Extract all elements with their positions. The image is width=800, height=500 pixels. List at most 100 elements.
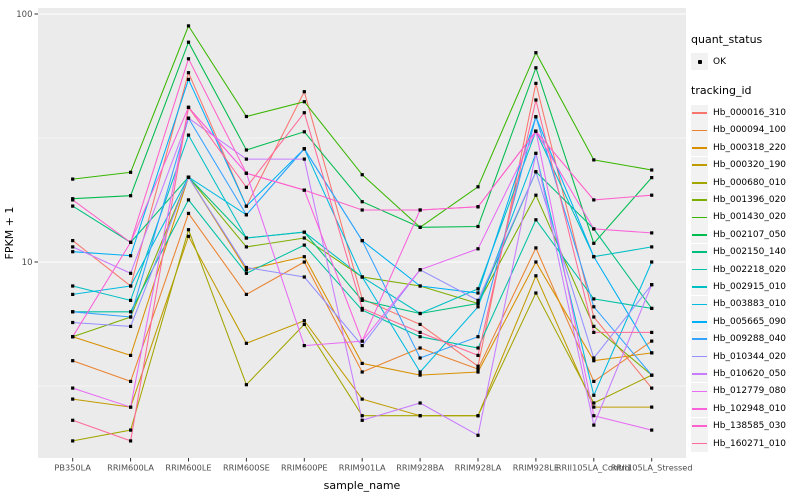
legend-key-swatch [691, 121, 708, 139]
data-point [650, 245, 654, 249]
data-point [302, 243, 306, 247]
data-point [534, 291, 538, 295]
data-point [534, 151, 538, 155]
data-point [244, 171, 248, 175]
data-point [186, 116, 191, 120]
data-point [650, 283, 654, 287]
data-point [129, 170, 133, 174]
data-point [71, 320, 75, 325]
legend-item-Hb_138585_030: Hb_138585_030 [691, 417, 799, 435]
data-point [418, 284, 422, 288]
data-point [71, 245, 75, 249]
data-point [650, 306, 654, 310]
data-point [534, 193, 538, 197]
data-point [129, 310, 133, 314]
data-point [360, 306, 364, 310]
x-tick-label-RRIM600PE: RRIM600PE [281, 463, 328, 473]
x-tick-label-RRIM600LE: RRIM600LE [165, 463, 211, 473]
data-point [244, 271, 248, 275]
data-point [302, 275, 306, 279]
data-point [534, 51, 538, 55]
data-point [534, 218, 538, 222]
legend-key-swatch [691, 139, 708, 157]
data-point [476, 433, 480, 437]
data-point [71, 418, 75, 422]
data-point [302, 147, 306, 151]
data-point [418, 414, 422, 418]
data-point [418, 370, 422, 374]
legend-line-icon [692, 164, 707, 167]
legend-line-icon [692, 338, 707, 341]
data-point [360, 361, 364, 365]
legend-label: Hb_000318_220 [713, 142, 787, 153]
data-point [129, 405, 133, 409]
x-tick-label-RRII105LA_Stressed: RRII105LA_Stressed [611, 463, 693, 473]
legend-line-icon [692, 216, 707, 219]
data-point [592, 305, 596, 309]
legend-item-Hb_000094_100: Hb_000094_100 [691, 121, 799, 139]
legend-item-Hb_000320_190: Hb_000320_190 [691, 156, 799, 174]
data-point [186, 71, 191, 75]
data-point [650, 405, 654, 409]
data-point [418, 335, 422, 339]
data-point [650, 428, 654, 432]
data-point [71, 397, 75, 401]
legend-label: Hb_002915_010 [713, 281, 787, 292]
legend-key-swatch [691, 330, 708, 348]
legend-tracking-entries: Hb_000016_310 Hb_000094_100 Hb_000318_220 H… [691, 104, 799, 452]
data-point [360, 173, 364, 177]
legend-item-Hb_002107_050: Hb_002107_050 [691, 226, 799, 244]
data-point [129, 439, 133, 443]
data-point [360, 298, 364, 302]
data-point [302, 100, 306, 104]
data-point [360, 370, 364, 374]
data-point [302, 236, 306, 240]
data-point [186, 77, 191, 81]
data-point [360, 339, 364, 343]
x-tick-label-RRIM901LA: RRIM901LA [339, 463, 386, 473]
data-point [71, 250, 75, 254]
legend-line-icon [692, 129, 707, 132]
legend-line-icon [692, 147, 707, 149]
data-point [71, 439, 75, 443]
data-point [592, 359, 596, 363]
data-point [71, 386, 75, 390]
data-point [592, 324, 596, 328]
data-point [244, 213, 248, 217]
data-point [71, 359, 75, 363]
legend-label: Hb_001430_020 [713, 212, 787, 223]
data-point [650, 330, 654, 334]
data-point [244, 268, 248, 272]
legend-line-icon [692, 268, 707, 271]
data-point [302, 188, 306, 192]
x-tick-label-RRIM600SE: RRIM600SE [223, 463, 270, 473]
data-point [476, 298, 480, 302]
legend-line-icon [692, 251, 707, 254]
data-point [244, 265, 248, 270]
data-point [302, 319, 306, 323]
data-point [650, 339, 654, 343]
data-point [592, 315, 596, 319]
data-point [129, 271, 133, 275]
legend-key-swatch [691, 348, 708, 366]
legend-label: Hb_000094_100 [713, 125, 787, 136]
data-point [534, 129, 538, 133]
data-point [476, 335, 480, 339]
data-point [476, 414, 480, 418]
data-point [360, 344, 364, 348]
data-point [476, 305, 480, 309]
legend-item-Hb_010344_020: Hb_010344_020 [691, 348, 799, 366]
data-point [244, 236, 248, 240]
data-point [476, 291, 480, 295]
data-point [534, 81, 538, 85]
legend-label: Hb_102948_010 [713, 403, 787, 414]
legend-item-Hb_102948_010: Hb_102948_010 [691, 400, 799, 418]
data-point [592, 401, 596, 405]
legend-key-swatch [691, 382, 708, 400]
legend: quant_status OK tracking_id Hb_000016_31… [691, 33, 799, 452]
data-point [592, 393, 596, 397]
legend-spacer [691, 70, 799, 84]
legend-key-swatch [691, 365, 708, 383]
data-point [476, 287, 480, 291]
